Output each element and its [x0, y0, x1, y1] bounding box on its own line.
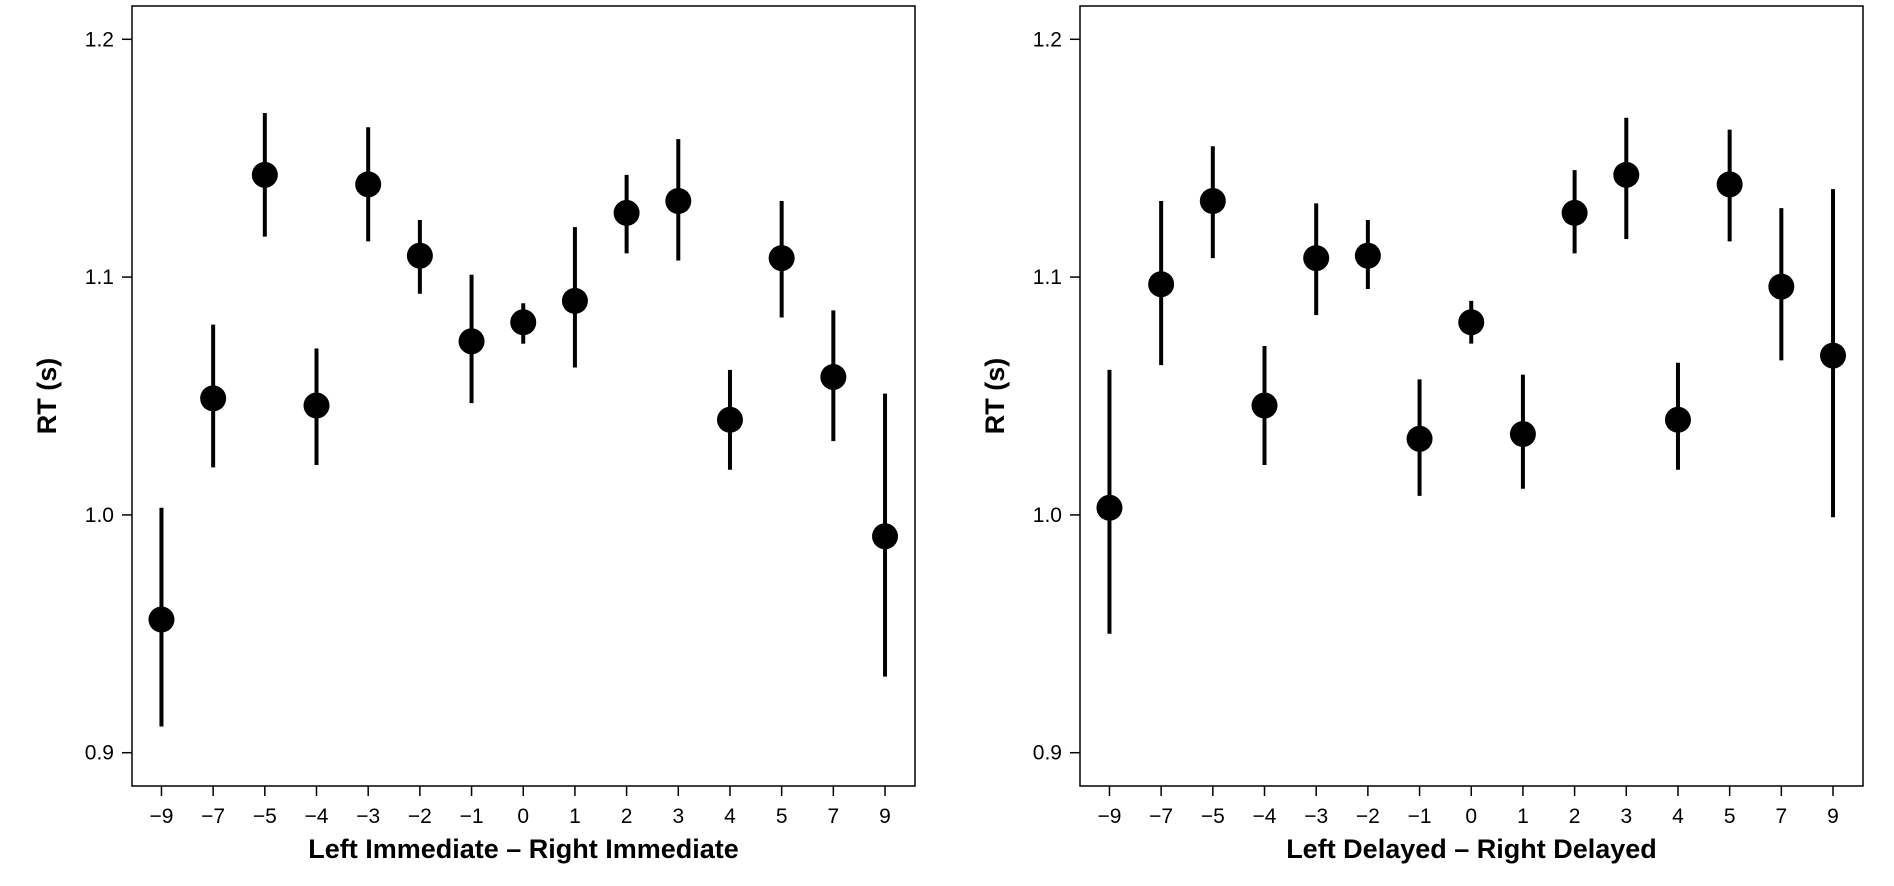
y-tick-label: 1.1	[1033, 266, 1062, 289]
data-point	[768, 245, 795, 272]
data-point	[1716, 171, 1743, 198]
x-tick-label: 2	[1569, 805, 1581, 828]
data-point	[1561, 199, 1588, 226]
data-point	[458, 328, 485, 355]
x-tick-label: −9	[1097, 805, 1121, 828]
y-tick-label: 1.0	[85, 504, 114, 527]
y-tick-label: 0.9	[85, 742, 114, 765]
data-point	[1096, 494, 1123, 521]
x-axis-label: Left Immediate – Right Immediate	[308, 834, 739, 864]
x-tick-label: −4	[1253, 805, 1277, 828]
data-point	[1148, 271, 1175, 298]
x-tick-label: 4	[724, 805, 736, 828]
data-point	[820, 363, 847, 390]
plot-frame	[131, 5, 916, 787]
left-panel-immediate: 0.9 1.0 1.1 1.2 −9 −7 −5 −4 −3 −2 −1 0 1 2 3 4 5 7 9 Left I…	[32, 5, 916, 864]
data-point	[200, 385, 227, 412]
y-axis-label: RT (s)	[980, 358, 1010, 435]
data-point	[1354, 242, 1381, 269]
x-tick-label: 2	[621, 805, 633, 828]
y-tick-label: 1.2	[85, 28, 114, 51]
x-tick-label: 3	[1620, 805, 1632, 828]
data-point	[1199, 188, 1226, 214]
y-tick-label: 1.1	[85, 266, 114, 289]
x-tick-label: −7	[201, 805, 225, 828]
x-tick-label: −7	[1149, 805, 1173, 828]
x-tick-label: −1	[460, 805, 484, 828]
x-tick-label: −9	[149, 805, 173, 828]
x-tick-label: 3	[672, 805, 684, 828]
data-point	[1303, 245, 1330, 272]
data-point	[1820, 342, 1847, 369]
x-tick-label: 1	[1517, 805, 1529, 828]
x-tick-label: 0	[1465, 805, 1477, 828]
y-tick-label: 1.2	[1033, 28, 1062, 51]
x-tick-label: 7	[827, 805, 839, 828]
right-panel-delayed: 0.9 1.0 1.1 1.2 −9 −7 −5 −4 −3 −2 −1 0 1 2 3 4 5 7 9 Left D…	[980, 5, 1864, 864]
data-point	[1768, 273, 1795, 300]
data-point	[406, 242, 433, 269]
x-tick-label: −2	[1356, 805, 1380, 828]
data-point	[613, 199, 640, 226]
data-point	[1509, 421, 1536, 448]
x-tick-label: 0	[517, 805, 529, 828]
x-tick-label: 5	[1724, 805, 1736, 828]
y-tick-label: 1.0	[1033, 504, 1062, 527]
data-point	[665, 188, 692, 214]
x-tick-label: 7	[1775, 805, 1787, 828]
x-tick-label: −3	[356, 805, 380, 828]
x-tick-label: −2	[408, 805, 432, 828]
x-tick-label: −3	[1304, 805, 1328, 828]
data-point	[1406, 425, 1433, 452]
data-point	[716, 406, 743, 433]
data-point	[1613, 161, 1640, 188]
y-axis-label: RT (s)	[32, 358, 62, 435]
data-point	[303, 392, 330, 419]
x-tick-label: 5	[776, 805, 788, 828]
data-point	[510, 309, 537, 336]
data-point	[1251, 392, 1278, 419]
plot-frame	[1079, 5, 1864, 787]
data-point	[148, 606, 175, 633]
data-point	[1664, 406, 1691, 433]
y-tick-label: 0.9	[1033, 742, 1062, 765]
x-tick-label: −4	[305, 805, 329, 828]
x-tick-label: −5	[1201, 805, 1225, 828]
x-axis-label: Left Delayed – Right Delayed	[1286, 834, 1657, 864]
x-tick-label: −1	[1408, 805, 1432, 828]
data-point	[872, 523, 899, 550]
data-point	[1458, 309, 1485, 336]
x-tick-label: −5	[253, 805, 277, 828]
data-point	[251, 161, 278, 188]
x-tick-label: 9	[879, 805, 891, 828]
x-tick-label: 1	[569, 805, 581, 828]
data-point	[561, 287, 588, 314]
data-point	[355, 171, 382, 198]
x-tick-label: 9	[1827, 805, 1839, 828]
x-tick-label: 4	[1672, 805, 1684, 828]
